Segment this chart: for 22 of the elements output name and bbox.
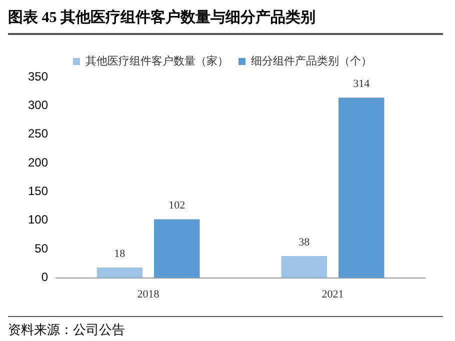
y-tick-label: 150: [28, 184, 48, 198]
y-tick-label: 100: [28, 212, 48, 227]
chart-title: 图表 45 其他医疗组件客户数量与细分产品类别: [8, 8, 443, 35]
text: 资料来源：公司公告: [8, 316, 443, 339]
x-tick-label: 2021: [322, 288, 344, 300]
x-tick-label: 2018: [137, 288, 160, 300]
y-tick-label: 350: [28, 69, 48, 84]
y-tick-label: 300: [28, 98, 48, 112]
bar: [96, 267, 143, 278]
y-tick-label: 50: [34, 241, 48, 256]
y-tick-label: 200: [28, 155, 48, 170]
data-label: 18: [114, 248, 126, 260]
legend-label: 细分组件产品类别（个）: [251, 54, 372, 68]
data-label: 102: [168, 200, 186, 212]
data-label: 38: [298, 236, 310, 248]
bar: [281, 256, 328, 278]
bar: [154, 219, 200, 278]
legend-label: 其他医疗组件客户数量（家）: [86, 54, 228, 68]
data-label: 314: [353, 78, 370, 90]
bar: [338, 98, 384, 278]
y-tick-label: 250: [28, 126, 48, 141]
y-tick-label: 0: [41, 270, 48, 284]
